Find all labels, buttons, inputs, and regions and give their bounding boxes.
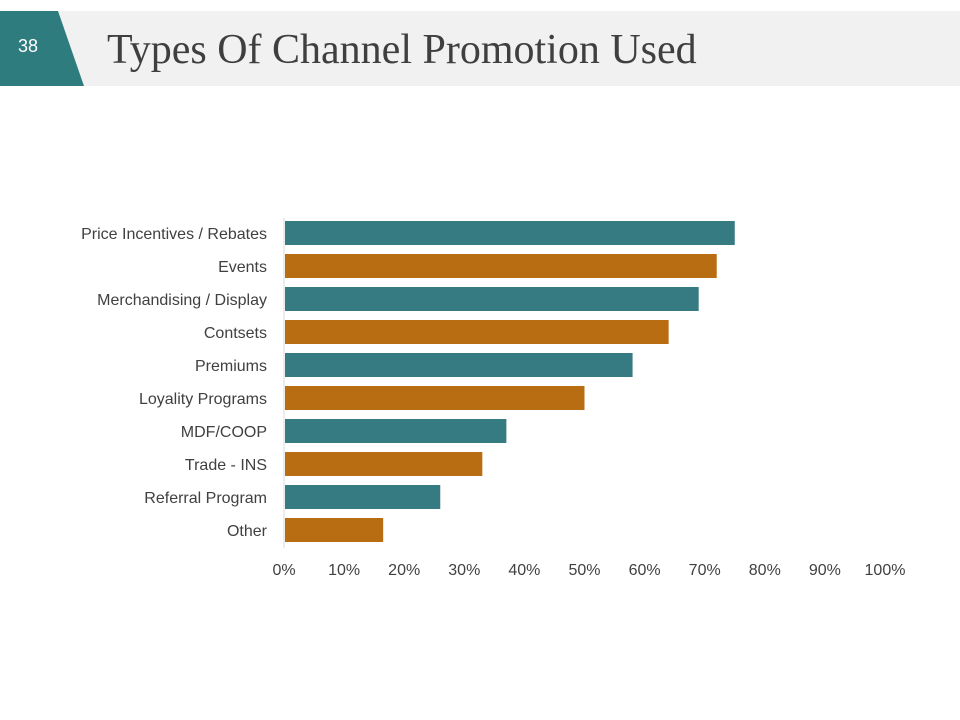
x-tick-label: 30% bbox=[448, 562, 480, 579]
category-label: Loyality Programs bbox=[139, 391, 267, 408]
bar bbox=[285, 485, 441, 509]
slide-number: 38 bbox=[17, 36, 39, 56]
bar bbox=[285, 287, 699, 311]
bar-chart: Price Incentives / Rebates Events Merchand… bbox=[81, 218, 906, 579]
category-label: Contsets bbox=[204, 325, 267, 342]
category-label: Referral Program bbox=[144, 490, 267, 507]
bar bbox=[285, 353, 633, 377]
category-label: Other bbox=[227, 523, 268, 540]
x-tick-label: 70% bbox=[689, 562, 721, 579]
bar bbox=[285, 419, 507, 443]
category-label: Price Incentives / Rebates bbox=[81, 226, 267, 243]
x-tick-label: 10% bbox=[328, 562, 360, 579]
x-tick-label: 60% bbox=[629, 562, 661, 579]
bar bbox=[285, 320, 669, 344]
category-label: MDF/COOP bbox=[181, 424, 267, 441]
bar bbox=[285, 518, 384, 542]
slide-number-tab bbox=[0, 11, 84, 86]
x-tick-label: 90% bbox=[809, 562, 841, 579]
x-tick-label: 80% bbox=[749, 562, 781, 579]
x-tick-label: 20% bbox=[388, 562, 420, 579]
category-label: Trade - INS bbox=[185, 457, 267, 474]
category-label: Events bbox=[218, 259, 267, 276]
x-tick-label: 50% bbox=[568, 562, 600, 579]
slide-title: Types Of Channel Promotion Used bbox=[107, 27, 697, 73]
bar bbox=[285, 386, 585, 410]
category-label: Premiums bbox=[195, 358, 267, 375]
x-tick-label: 0% bbox=[272, 562, 295, 579]
title-band bbox=[0, 11, 960, 86]
category-label: Merchandising / Display bbox=[97, 292, 267, 309]
bar bbox=[285, 254, 717, 278]
x-tick-label: 100% bbox=[865, 562, 906, 579]
bar bbox=[285, 452, 483, 476]
bar bbox=[285, 221, 735, 245]
x-tick-label: 40% bbox=[508, 562, 540, 579]
